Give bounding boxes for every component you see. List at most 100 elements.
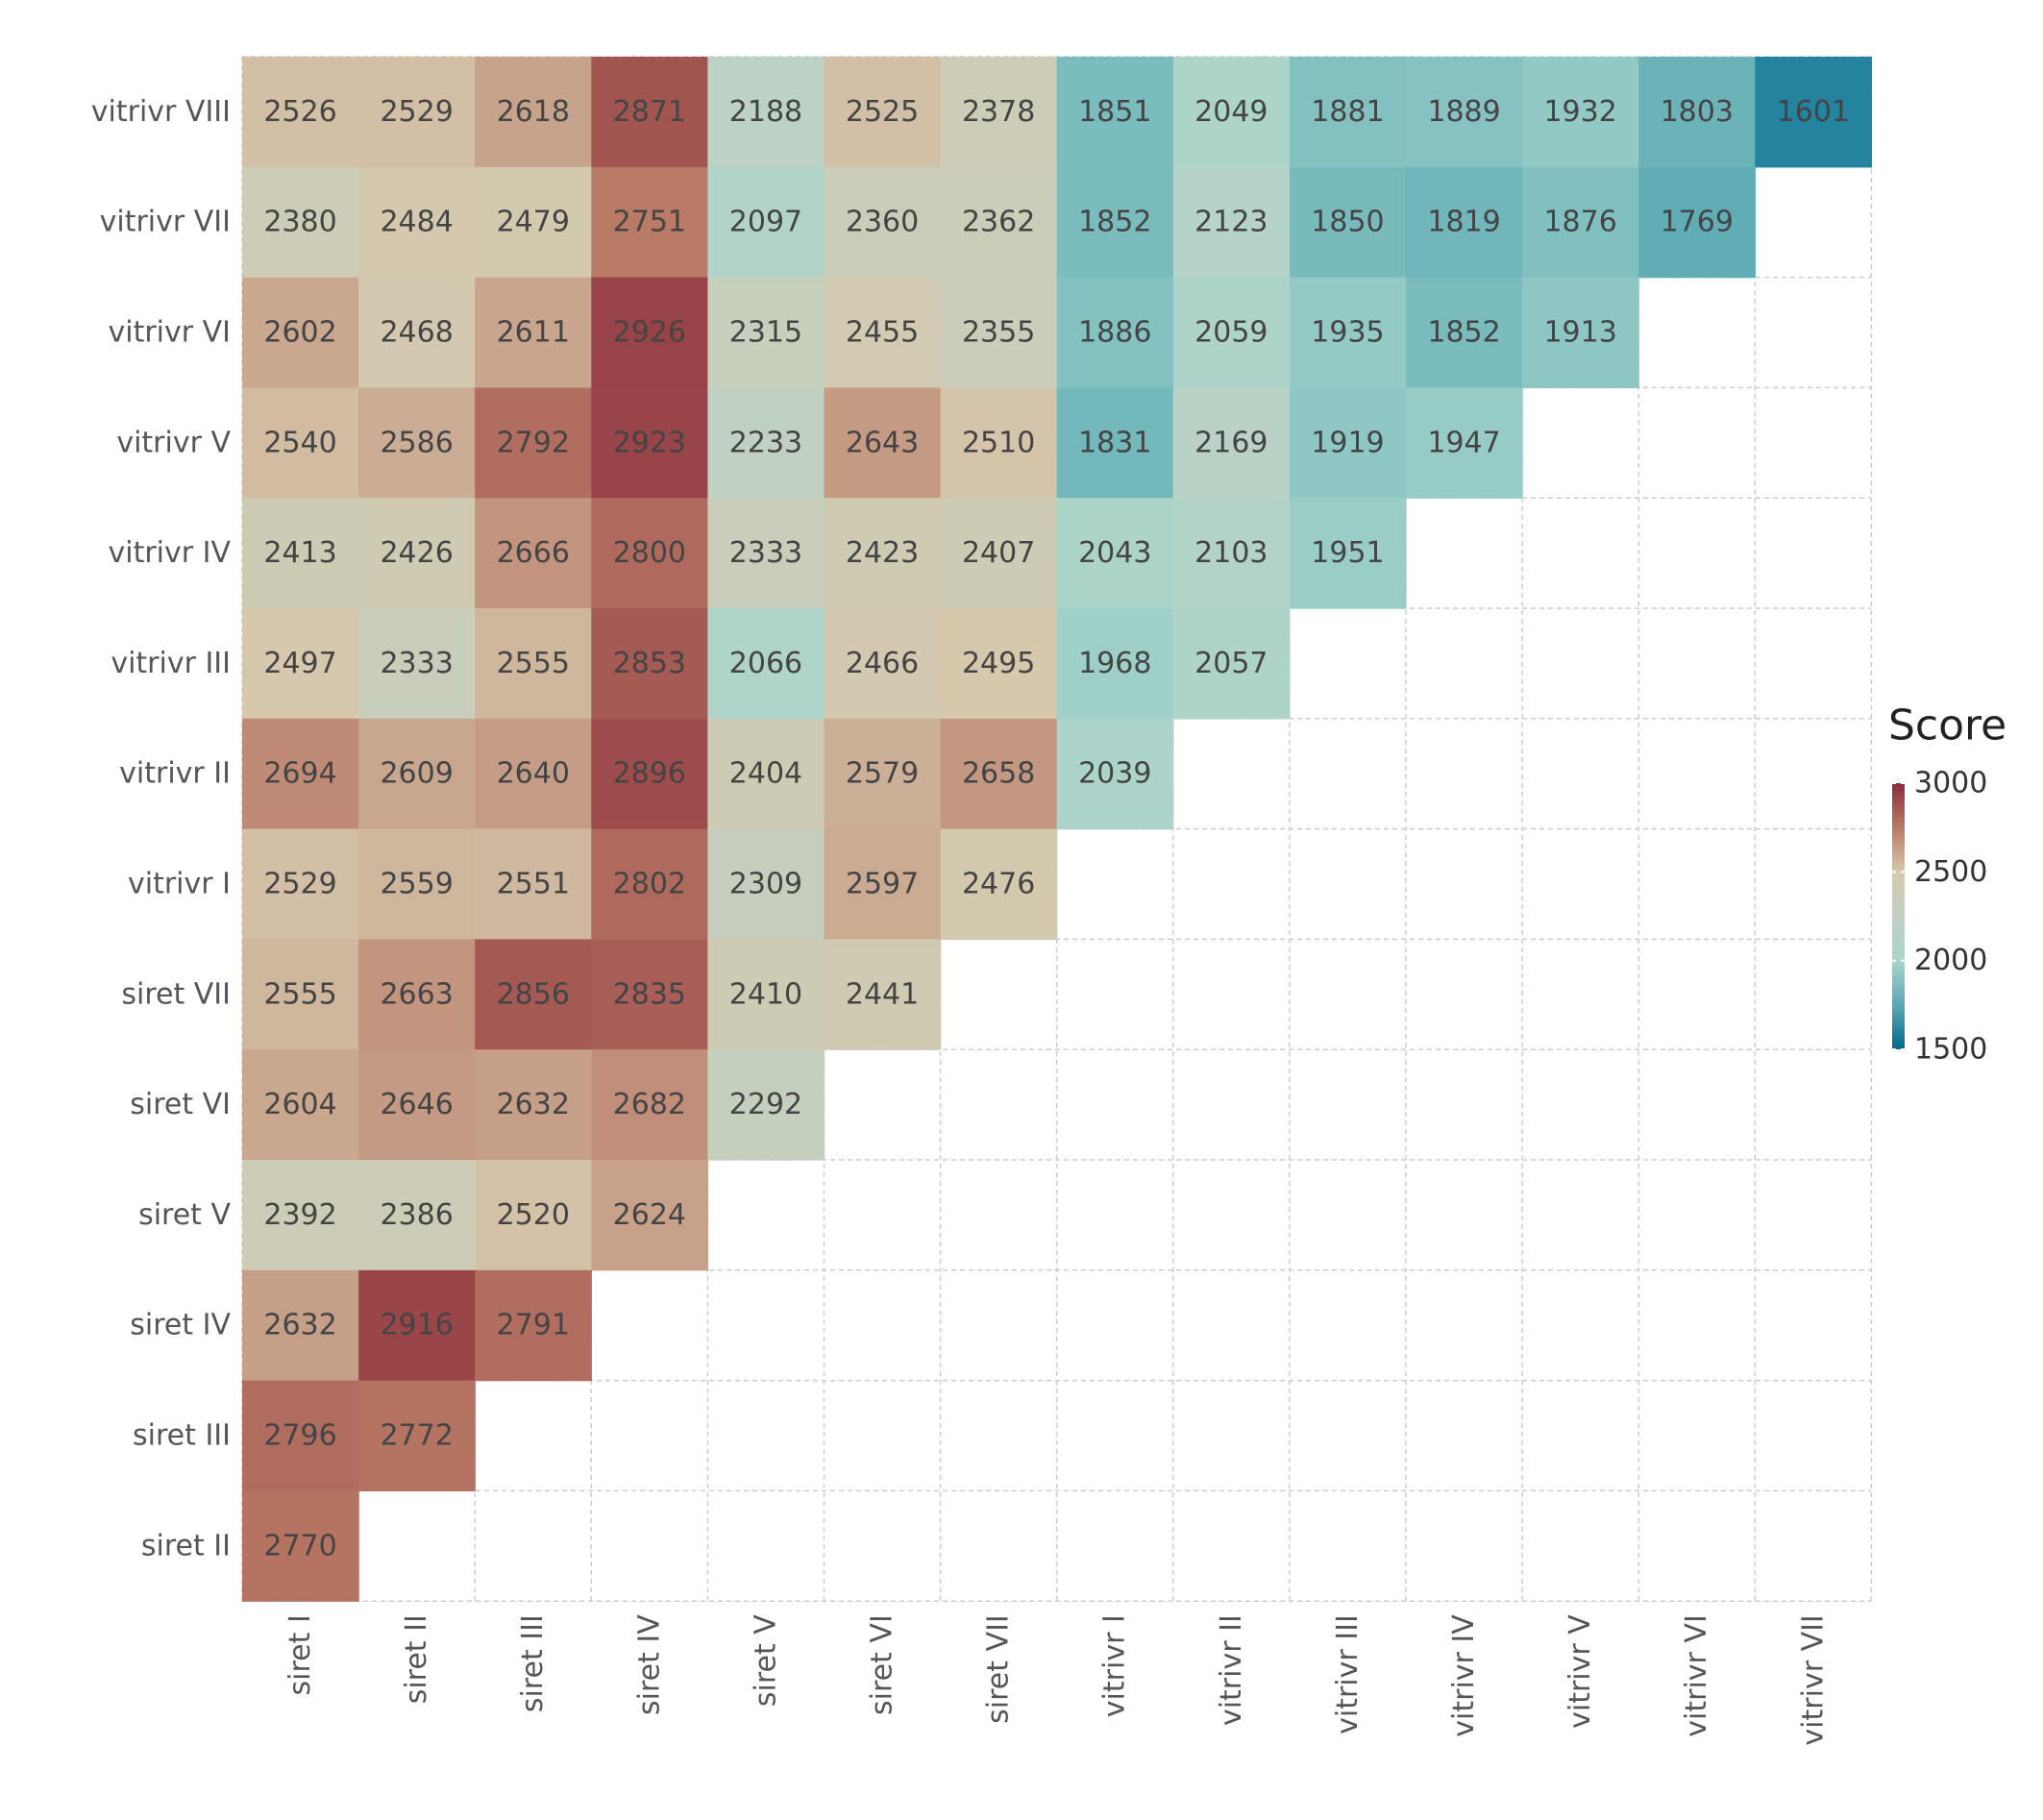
heatmap-cell [475, 166, 592, 279]
cell-value-label: 2468 [380, 316, 453, 350]
cell-value-label: 2066 [729, 647, 802, 680]
cell-value-label: 2392 [263, 1198, 336, 1232]
heatmap-cell [475, 828, 592, 940]
y-tick-label: vitrivr IV [108, 536, 231, 570]
cell-value-label: 2663 [380, 977, 453, 1011]
cell-value-label: 2923 [613, 426, 686, 459]
cell-value-label: 2640 [497, 757, 570, 791]
cell-value-label: 1831 [1078, 426, 1151, 459]
heatmap-cell [475, 608, 592, 720]
cell-value-label: 2520 [497, 1198, 570, 1232]
heatmap-cell [358, 1049, 476, 1161]
heatmap-cell [358, 608, 476, 720]
cell-value-label: 2853 [613, 647, 686, 680]
y-tick-label: vitrivr III [111, 647, 231, 680]
x-tick-label: vitrivr V [1563, 1614, 1597, 1729]
cell-value-label: 2791 [497, 1309, 570, 1342]
heatmap-cell [1289, 498, 1407, 609]
cell-value-label: 2441 [846, 977, 919, 1011]
heatmap-cell [824, 57, 942, 168]
cell-value-label: 1932 [1543, 95, 1616, 129]
heatmap-cell [591, 828, 708, 940]
heatmap-cell [358, 498, 476, 609]
cell-value-label: 2188 [729, 95, 802, 129]
heatmap-cell [591, 939, 708, 1050]
heatmap-cell [707, 828, 825, 940]
cell-value-label: 2632 [497, 1088, 570, 1121]
cell-value-label: 2624 [613, 1198, 686, 1232]
heatmap-cell [242, 498, 359, 609]
cell-value-label: 1881 [1311, 95, 1384, 129]
heatmap-cell [1522, 277, 1639, 388]
cell-value-label: 2586 [380, 426, 453, 459]
heatmap-cell [591, 718, 708, 830]
heatmap-cell [475, 1160, 592, 1271]
heatmap-cell [1056, 718, 1174, 830]
heatmap-cell [707, 939, 825, 1050]
cell-value-label: 2800 [613, 536, 686, 570]
y-tick-label: siret V [138, 1198, 231, 1232]
cell-value-label: 1803 [1661, 95, 1734, 129]
heatmap-cell [591, 1160, 708, 1271]
heatmap-cell [1056, 387, 1174, 499]
cell-value-label: 2362 [962, 206, 1035, 239]
cell-value-label: 2123 [1194, 206, 1268, 239]
cell-value-label: 2597 [846, 868, 919, 901]
y-tick-label: siret VI [130, 1088, 231, 1121]
heatmap-cell [1289, 277, 1407, 388]
cell-value-label: 1852 [1078, 206, 1151, 239]
heatmap-cell [591, 277, 708, 388]
x-tick-label: vitrivr VI [1680, 1614, 1713, 1737]
heatmap-cell [1172, 498, 1291, 609]
heatmap-cell [591, 387, 708, 499]
heatmap-cell [475, 498, 592, 609]
cell-value-label: 1913 [1543, 316, 1616, 350]
heatmap-cells [242, 57, 1872, 1602]
heatmap-cell [1172, 57, 1291, 168]
heatmap-cell [940, 277, 1058, 388]
cell-value-label: 2916 [380, 1309, 453, 1342]
heatmap-cell [242, 1380, 359, 1491]
heatmap-cell [358, 1269, 476, 1382]
heatmap-cell [1056, 166, 1174, 279]
heatmap-cell [1056, 498, 1174, 609]
cell-value-label: 2694 [263, 757, 336, 791]
cell-value-label: 2410 [729, 977, 802, 1011]
cell-value-label: 1769 [1661, 206, 1734, 239]
cell-value-labels: 2526 2529 2618 2871 2188 2525 2378 1851 2049 1881… [263, 95, 1850, 1562]
legend-tick-label: 2000 [1914, 944, 1987, 977]
heatmap-cell [242, 939, 359, 1050]
cell-value-label: 2529 [263, 868, 336, 901]
heatmap-cell [824, 718, 942, 830]
heatmap-cell [707, 1049, 825, 1161]
cell-value-label: 2455 [846, 316, 919, 350]
y-axis: vitrivr VIII vitrivr VII vitrivr VI vitrivr… [91, 95, 232, 1562]
y-tick-label: siret IV [130, 1309, 231, 1342]
y-tick-label: siret III [133, 1419, 231, 1453]
cell-value-label: 2495 [962, 647, 1035, 680]
y-tick-label: vitrivr V [116, 426, 231, 459]
cell-value-label: 2309 [729, 868, 802, 901]
x-axis: siret I siret II siret III siret IV siret V s… [283, 1614, 1830, 1746]
cell-value-label: 2658 [962, 757, 1035, 791]
cell-value-label: 2233 [729, 426, 802, 459]
cell-value-label: 2802 [613, 868, 686, 901]
cell-value-label: 1819 [1427, 206, 1500, 239]
cell-value-label: 1919 [1311, 426, 1384, 459]
heatmap-cell [1522, 166, 1639, 279]
x-tick-label: siret VI [866, 1614, 899, 1715]
cell-value-label: 2551 [497, 868, 570, 901]
heatmap-cell [1638, 57, 1756, 168]
cell-value-label: 2333 [729, 536, 802, 570]
cell-value-label: 2525 [846, 95, 919, 129]
cell-value-label: 2043 [1078, 536, 1151, 570]
heatmap-cell [358, 1380, 476, 1491]
heatmap-cell [707, 166, 825, 279]
cell-value-label: 2423 [846, 536, 919, 570]
x-tick-label: siret I [283, 1614, 317, 1695]
cell-value-label: 1889 [1427, 95, 1500, 129]
cell-value-label: 2103 [1194, 536, 1268, 570]
cell-value-label: 2856 [497, 977, 570, 1011]
cell-value-label: 2618 [497, 95, 570, 129]
cell-value-label: 1951 [1311, 536, 1384, 570]
